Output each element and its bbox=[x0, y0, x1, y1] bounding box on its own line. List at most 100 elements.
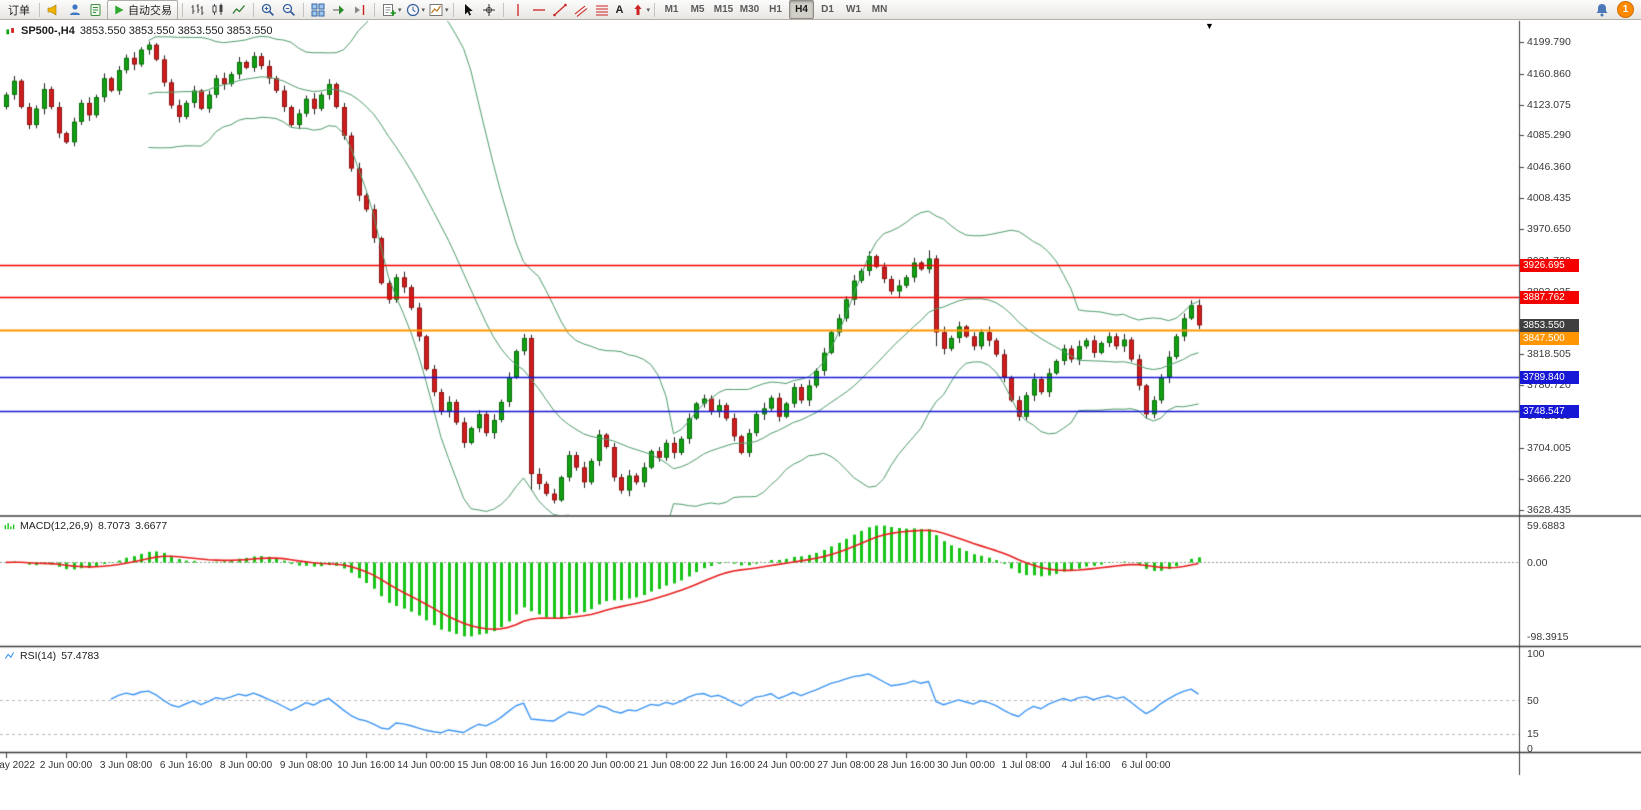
horizontal-line-icon[interactable] bbox=[529, 1, 549, 19]
macd-icon bbox=[4, 521, 15, 532]
time-axis-label: 10 Jun 16:00 bbox=[337, 760, 395, 771]
time-axis-label: 8 Jun 00:00 bbox=[219, 760, 273, 771]
timeframe-button-m15[interactable]: M15 bbox=[713, 4, 734, 15]
dropdown-caret[interactable]: ▾ bbox=[421, 6, 426, 14]
rsi-icon bbox=[4, 651, 15, 662]
timeframe-button-m5[interactable]: M5 bbox=[690, 4, 705, 15]
toolbar-separator bbox=[39, 2, 40, 17]
toolbar-separator bbox=[182, 2, 183, 17]
rsi-label-text[interactable]: RSI(14) bbox=[20, 650, 57, 662]
new-order-button[interactable]: 订单 bbox=[8, 4, 30, 17]
rsi-indicator-label: RSI(14) 57.4783 bbox=[4, 650, 99, 662]
bell-icon[interactable] bbox=[1592, 1, 1612, 19]
macd-axis-min: -98.3915 bbox=[1527, 631, 1569, 643]
symbol-name[interactable]: SP500-,H4 bbox=[21, 25, 75, 37]
scripts-icon[interactable] bbox=[86, 1, 106, 19]
trendline-icon[interactable] bbox=[550, 1, 570, 19]
ohlc-bars-icon[interactable] bbox=[187, 1, 207, 19]
time-axis-label: 6 Jul 00:00 bbox=[1121, 760, 1171, 771]
price-line-label: 3789.840 bbox=[1520, 370, 1579, 384]
time-axis-label: 27 Jun 08:00 bbox=[817, 760, 875, 771]
community-icon[interactable] bbox=[65, 1, 85, 19]
timeframe-button-d1[interactable]: D1 bbox=[821, 4, 834, 15]
tile-windows-icon[interactable] bbox=[308, 1, 328, 19]
macd-value-main: 8.7073 bbox=[97, 520, 131, 532]
rsi-value: 57.4783 bbox=[61, 650, 100, 662]
price-axis-tick: 4008.435 bbox=[1527, 192, 1571, 205]
time-axis-label: 14 Jun 00:00 bbox=[397, 760, 455, 771]
price-axis-tick: 3704.005 bbox=[1527, 441, 1571, 454]
autotrade-button[interactable]: 自动交易 bbox=[107, 0, 178, 20]
text-tool-button[interactable]: A bbox=[613, 1, 627, 19]
symbol-ohlc-values: 3853.550 3853.550 3853.550 3853.550 bbox=[79, 25, 273, 37]
price-line-label: 3847.500 bbox=[1520, 331, 1579, 345]
chart-shift-icon[interactable] bbox=[350, 1, 370, 19]
macd-axis-zero: 0.00 bbox=[1527, 556, 1548, 569]
price-axis-tick: 4085.290 bbox=[1527, 129, 1571, 142]
template-icon[interactable] bbox=[426, 1, 446, 19]
toolbar-separator bbox=[253, 2, 254, 17]
crosshair-icon[interactable] bbox=[479, 1, 499, 19]
time-axis-label: 15 Jun 08:00 bbox=[457, 760, 515, 771]
zoom-in-icon[interactable] bbox=[258, 1, 278, 19]
rsi-axis-tick: 100 bbox=[1527, 648, 1545, 660]
toolbar-separator bbox=[374, 2, 375, 17]
price-axis-tick: 3628.435 bbox=[1527, 503, 1571, 516]
time-axis-label: 16 Jun 16:00 bbox=[517, 760, 575, 771]
price-axis-tick: 3970.650 bbox=[1527, 223, 1571, 236]
alert-horn-icon[interactable] bbox=[44, 1, 64, 19]
macd-axis-max: 59.6883 bbox=[1527, 520, 1565, 532]
price-axis-tick: 4160.860 bbox=[1527, 67, 1571, 80]
rsi-axis-tick: 0 bbox=[1527, 742, 1533, 755]
main-toolbar: 订单 自动交易 ▾ ▾ ▾ A bbox=[0, 0, 1641, 20]
time-axis-label: 31 May 2022 bbox=[0, 760, 35, 771]
timeframe-button-w1[interactable]: W1 bbox=[846, 4, 862, 15]
time-axis-label: 1 Jul 08:00 bbox=[1001, 760, 1051, 771]
price-axis-tick: 4046.360 bbox=[1527, 161, 1571, 174]
time-axis-label: 21 Jun 08:00 bbox=[637, 760, 695, 771]
fibonacci-icon[interactable] bbox=[592, 1, 612, 19]
symbol-chart-icon bbox=[4, 25, 16, 37]
timeframe-button-h4[interactable]: H4 bbox=[789, 0, 815, 19]
toolbar-separator bbox=[303, 2, 304, 17]
rsi-axis-tick: 50 bbox=[1527, 694, 1539, 707]
toolbar-separator bbox=[502, 2, 504, 17]
symbol-ohlc-bar: SP500-,H4 3853.550 3853.550 3853.550 385… bbox=[4, 25, 273, 37]
price-axis-tick: 3818.505 bbox=[1527, 348, 1571, 361]
time-axis-label: 30 Jun 00:00 bbox=[937, 760, 995, 771]
text-tool-label: A bbox=[615, 3, 624, 16]
channel-icon[interactable] bbox=[571, 1, 591, 19]
dropdown-caret[interactable]: ▾ bbox=[646, 6, 651, 14]
timeframe-button-m1[interactable]: M1 bbox=[664, 4, 679, 15]
price-axis-tick: 3666.220 bbox=[1527, 472, 1571, 485]
macd-label-text[interactable]: MACD(12,26,9) bbox=[20, 520, 93, 532]
time-axis-label: 4 Jul 16:00 bbox=[1061, 760, 1111, 771]
timeframe-button-m30[interactable]: M30 bbox=[739, 4, 760, 15]
dropdown-caret[interactable]: ▾ bbox=[398, 6, 402, 14]
toolbar-right-group: 1 bbox=[1592, 1, 1638, 19]
zoom-out-icon[interactable] bbox=[279, 1, 299, 19]
autotrade-play-icon bbox=[113, 1, 125, 19]
timeframe-button-h1[interactable]: H1 bbox=[769, 4, 782, 15]
line-chart-icon[interactable] bbox=[229, 1, 249, 19]
notification-badge[interactable]: 1 bbox=[1617, 1, 1634, 18]
vertical-line-icon[interactable] bbox=[508, 1, 528, 19]
time-axis-label: 6 Jun 16:00 bbox=[159, 760, 213, 771]
price-line-label: 3748.547 bbox=[1520, 404, 1579, 418]
candlestick-chart-icon[interactable] bbox=[208, 1, 228, 19]
rsi-axis-tick: 15 bbox=[1527, 728, 1539, 741]
time-axis-label: 22 Jun 16:00 bbox=[697, 760, 755, 771]
price-line-label: 3887.762 bbox=[1520, 290, 1579, 304]
period-icon[interactable] bbox=[403, 1, 423, 19]
time-axis-label: 28 Jun 16:00 bbox=[877, 760, 935, 771]
arrows-tool-icon[interactable] bbox=[628, 1, 648, 19]
chart-shift-marker[interactable]: ▼ bbox=[1205, 21, 1214, 31]
dropdown-caret[interactable]: ▾ bbox=[445, 6, 449, 14]
new-chart-icon[interactable] bbox=[379, 1, 399, 19]
cursor-icon[interactable] bbox=[458, 1, 478, 19]
toolbar-separator bbox=[452, 2, 454, 17]
auto-scroll-icon[interactable] bbox=[329, 1, 349, 19]
timeframe-button-mn[interactable]: MN bbox=[871, 4, 888, 15]
